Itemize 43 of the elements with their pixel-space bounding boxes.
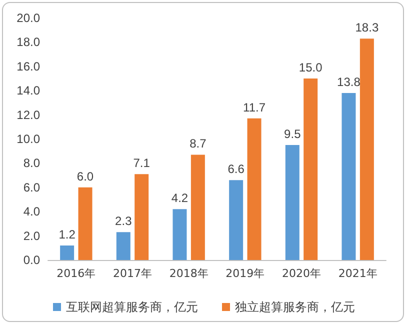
y-tick-label: 14.0 [16, 84, 40, 98]
bar [229, 180, 244, 260]
y-tick-label: 2.0 [23, 228, 40, 243]
bar [342, 93, 356, 260]
x-tick-label: 2021年 [338, 267, 378, 280]
data-label: 8.7 [190, 136, 207, 151]
data-label: 2.3 [115, 214, 132, 228]
y-tick-label: 10.0 [16, 132, 40, 146]
legend-label: 独立超算服务商，亿元 [235, 300, 355, 314]
y-tick-label: 12.0 [16, 108, 40, 122]
data-label: 18.3 [355, 20, 379, 35]
bar [285, 145, 300, 260]
bar [116, 232, 130, 260]
bar [360, 38, 374, 260]
y-tick-label: 16.0 [16, 59, 40, 74]
legend-label: 互联网超算服务商，亿元 [66, 300, 198, 314]
data-label: 9.5 [284, 127, 302, 142]
x-tick-label: 2016年 [56, 267, 96, 280]
bar [60, 245, 74, 260]
y-tick-label: 20.0 [16, 11, 40, 25]
data-label: 4.2 [171, 191, 188, 206]
bar [172, 209, 187, 260]
data-label: 11.7 [243, 100, 266, 114]
x-tick-label: 2020年 [282, 267, 321, 280]
x-tick-label: 2017年 [113, 267, 152, 280]
y-tick-label: 6.0 [23, 180, 40, 194]
bar [247, 118, 262, 260]
y-tick-label: 0.0 [23, 253, 40, 267]
bar [304, 78, 318, 260]
bar [134, 174, 149, 260]
data-label: 6.6 [228, 162, 245, 176]
x-tick-label: 2019年 [226, 267, 265, 280]
data-label: 7.1 [133, 156, 150, 170]
y-tick-label: 8.0 [23, 156, 40, 170]
bar [78, 187, 92, 260]
data-label: 15.0 [298, 60, 323, 74]
y-tick-label: 4.0 [23, 204, 40, 219]
y-tick-label: 18.0 [16, 35, 40, 50]
bar [190, 154, 205, 260]
data-label: 13.8 [337, 75, 361, 90]
data-label: 6.0 [76, 169, 94, 184]
data-label: 1.2 [58, 227, 76, 242]
x-tick-label: 2018年 [169, 267, 208, 280]
